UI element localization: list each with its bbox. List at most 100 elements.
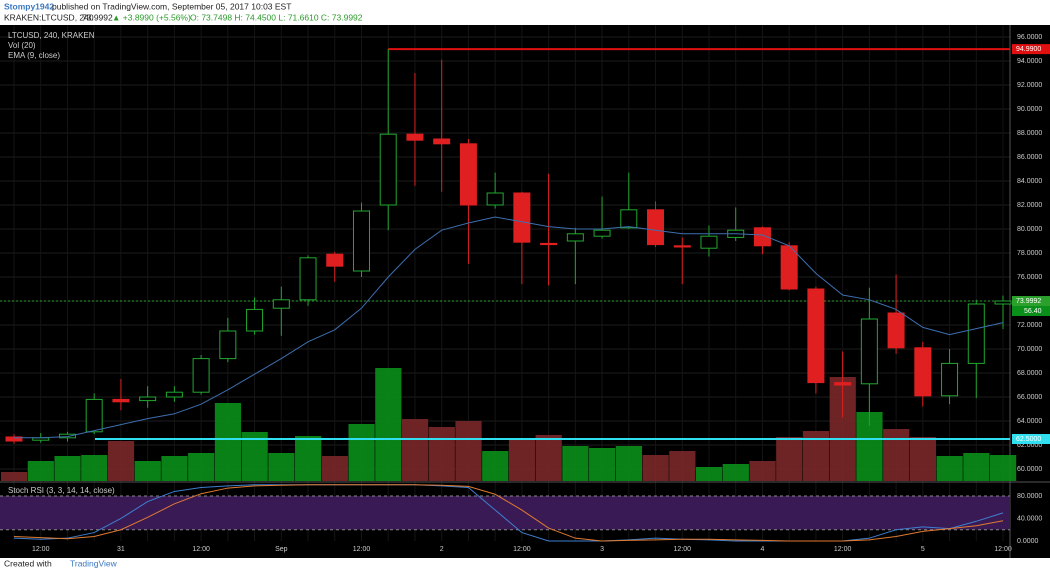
candle-body (352, 210, 370, 272)
candle-body (860, 318, 878, 385)
volume-bar (348, 424, 375, 481)
candle-body (700, 235, 718, 249)
stoch-line (13, 484, 1004, 542)
volume-bar (508, 440, 536, 481)
volume-bar (589, 448, 616, 481)
stoch-band (0, 495, 1010, 530)
y-tick-label: 64.0000 (1017, 418, 1042, 425)
volume-bar (963, 453, 990, 481)
x-tick-label: 12:00 (673, 546, 691, 553)
candle-body (540, 242, 558, 246)
candle-body (433, 138, 451, 145)
volume-bar (295, 436, 322, 481)
volume-bar (482, 451, 509, 481)
candle-body (513, 192, 531, 243)
candle-body (112, 398, 130, 403)
candle-body (593, 229, 611, 237)
candle-body (58, 433, 76, 439)
candle-body (753, 227, 771, 247)
volume-bar (535, 435, 562, 481)
candle-body (85, 398, 103, 433)
candle-body (807, 288, 825, 384)
volume-bar (936, 456, 963, 481)
y-tick-label: 72.0000 (1017, 322, 1042, 329)
volume-bar (241, 432, 268, 481)
y-tick-label: 78.0000 (1017, 250, 1042, 257)
candle-body (647, 209, 665, 246)
candle-body (165, 391, 183, 398)
volume-bar (455, 421, 482, 481)
price-label-box (1012, 296, 1050, 307)
y-tick-label: 86.0000 (1017, 154, 1042, 161)
candle-body (459, 143, 477, 206)
volume-bar (134, 461, 161, 481)
x-tick-label: 12:00 (834, 546, 852, 553)
volume-bar (268, 453, 295, 481)
candle-body (834, 382, 852, 386)
price-label: 94.9900 (1016, 46, 1041, 53)
x-tick-label: Sep (275, 546, 288, 553)
footer-created: Created with (4, 558, 52, 568)
x-tick-label: 3 (600, 546, 604, 553)
price-label-box (1012, 434, 1050, 444)
y-tick-label: 68.0000 (1017, 370, 1042, 377)
volume-bar (214, 403, 242, 481)
volume-bar (883, 429, 910, 481)
volume-bar (669, 451, 696, 481)
ohlc: O: 73.7498 H: 74.4500 L: 71.6610 C: 73.9… (190, 12, 363, 22)
volume-bar (776, 437, 803, 481)
stoch-title: Stoch RSI (3, 3, 14, 14, close) (8, 486, 115, 495)
y-tick-label: 94.0000 (1017, 58, 1042, 65)
x-tick-label: 12:00 (994, 546, 1012, 553)
volume-bar (1, 472, 28, 481)
candle-body (967, 303, 985, 364)
volume-bar (54, 456, 81, 481)
volume-label: 56.40 (1024, 308, 1042, 315)
candle-body (620, 209, 638, 229)
x-tick-label: 12:00 (513, 546, 531, 553)
author: Stompy1942 (4, 1, 54, 11)
x-tick-label: 5 (921, 546, 925, 553)
x-tick-label: 12:00 (32, 546, 50, 553)
y-tick-label: 92.0000 (1017, 82, 1042, 89)
candle-body (139, 396, 157, 402)
candle-body (272, 299, 290, 309)
candle-body (406, 133, 424, 141)
legend-entry: EMA (9, close) (8, 51, 60, 60)
price-label: 73.9992 (1016, 298, 1041, 305)
ema-line (14, 216, 1004, 439)
stoch-tick-label: 40.0000 (1017, 515, 1042, 522)
candle-body (5, 436, 23, 442)
x-tick-label: 12:00 (192, 546, 210, 553)
volume-bar (188, 453, 215, 481)
candle-body (246, 308, 264, 332)
candle-body (299, 257, 317, 301)
footer-brand: TradingView (70, 558, 118, 568)
change: ▲ +3.8990 (+5.56%) (112, 12, 191, 22)
candle-body (887, 312, 905, 349)
candle-body (379, 133, 397, 206)
candle-body (941, 362, 959, 397)
volume-bar (642, 455, 669, 481)
price-label-box (1012, 44, 1050, 55)
y-tick-label: 88.0000 (1017, 130, 1042, 137)
volume-bar (428, 427, 455, 481)
volume-bar (375, 368, 402, 481)
volume-bar (161, 456, 188, 481)
x-tick-label: 4 (760, 546, 764, 553)
y-tick-label: 80.0000 (1017, 226, 1042, 233)
stoch-tick-label: 80.0000 (1017, 493, 1042, 500)
volume-bar (401, 419, 429, 481)
volume-bar (749, 461, 776, 481)
symbol: KRAKEN:LTCUSD, 240 (4, 12, 94, 22)
x-tick-label: 31 (117, 546, 125, 553)
volume-bar (695, 467, 723, 481)
y-tick-label: 66.0000 (1017, 394, 1042, 401)
x-tick-label: 12:00 (353, 546, 371, 553)
published: published on TradingView.com, September … (52, 1, 291, 11)
volume-bar (27, 461, 54, 481)
volume-bar (321, 456, 348, 481)
y-tick-label: 96.0000 (1017, 34, 1042, 41)
price: 73.9992 (82, 12, 113, 22)
